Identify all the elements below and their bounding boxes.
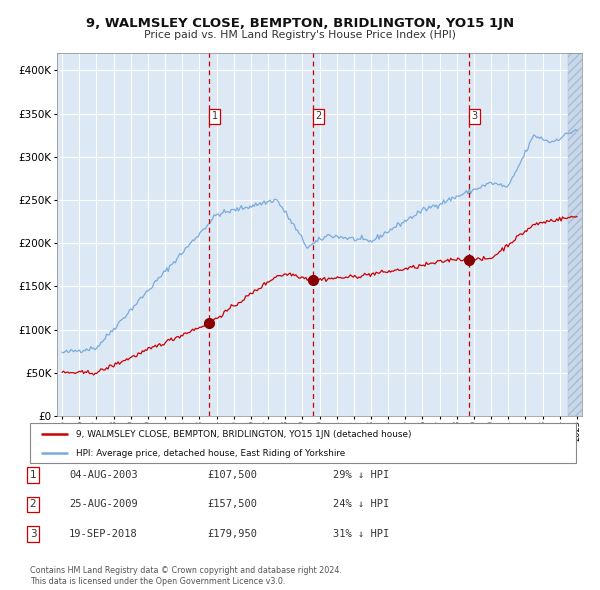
- Text: £107,500: £107,500: [207, 470, 257, 480]
- Text: 1: 1: [212, 111, 218, 121]
- Text: 1: 1: [29, 470, 37, 480]
- Text: Contains HM Land Registry data © Crown copyright and database right 2024.
This d: Contains HM Land Registry data © Crown c…: [30, 566, 342, 586]
- Text: 9, WALMSLEY CLOSE, BEMPTON, BRIDLINGTON, YO15 1JN: 9, WALMSLEY CLOSE, BEMPTON, BRIDLINGTON,…: [86, 17, 514, 30]
- Text: 31% ↓ HPI: 31% ↓ HPI: [333, 529, 389, 539]
- Text: 25-AUG-2009: 25-AUG-2009: [69, 500, 138, 509]
- Text: £157,500: £157,500: [207, 500, 257, 509]
- Bar: [568, 53, 586, 416]
- FancyBboxPatch shape: [30, 423, 576, 463]
- Text: 2: 2: [29, 500, 37, 509]
- Text: 3: 3: [471, 111, 477, 121]
- Text: 24% ↓ HPI: 24% ↓ HPI: [333, 500, 389, 509]
- Text: 3: 3: [29, 529, 37, 539]
- Text: 19-SEP-2018: 19-SEP-2018: [69, 529, 138, 539]
- Text: 2: 2: [316, 111, 322, 121]
- Text: Price paid vs. HM Land Registry's House Price Index (HPI): Price paid vs. HM Land Registry's House …: [144, 30, 456, 40]
- Text: £179,950: £179,950: [207, 529, 257, 539]
- Text: 04-AUG-2003: 04-AUG-2003: [69, 470, 138, 480]
- Text: 29% ↓ HPI: 29% ↓ HPI: [333, 470, 389, 480]
- Text: 9, WALMSLEY CLOSE, BEMPTON, BRIDLINGTON, YO15 1JN (detached house): 9, WALMSLEY CLOSE, BEMPTON, BRIDLINGTON,…: [76, 430, 412, 439]
- Text: HPI: Average price, detached house, East Riding of Yorkshire: HPI: Average price, detached house, East…: [76, 448, 346, 458]
